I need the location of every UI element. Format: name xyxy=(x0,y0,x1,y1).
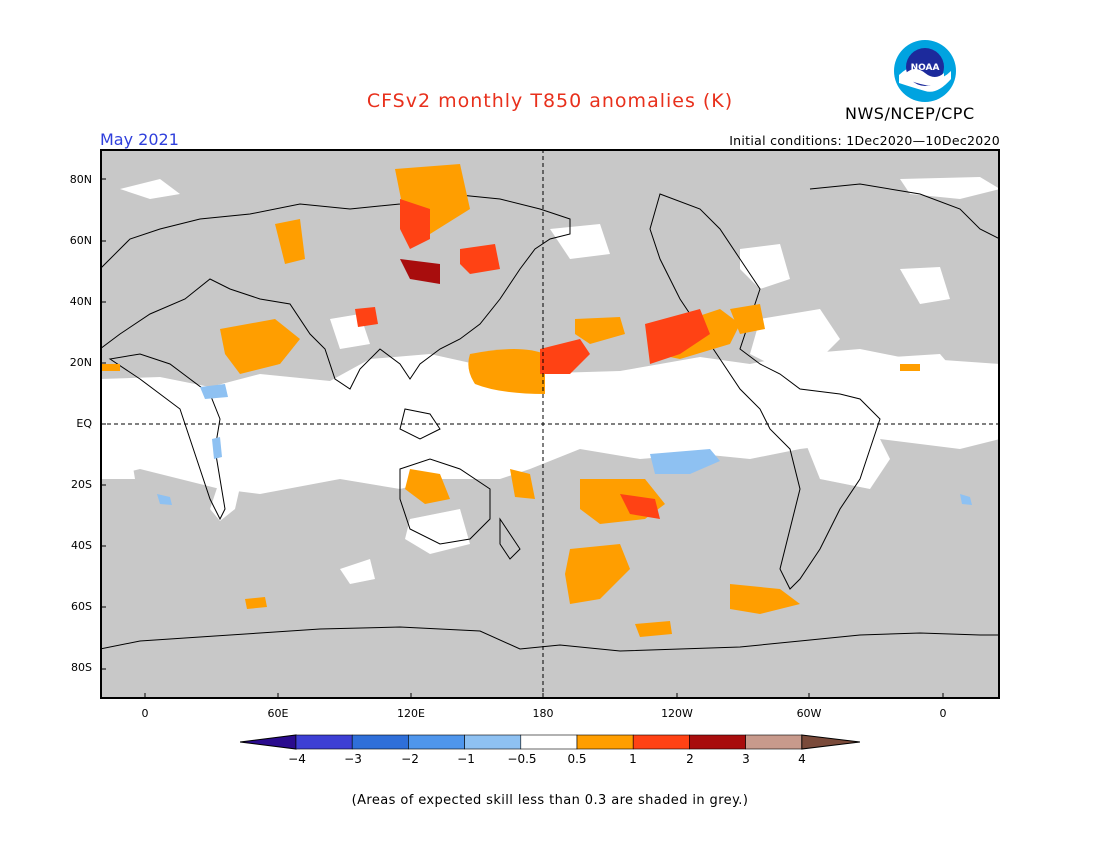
footnote: (Areas of expected skill less than 0.3 a… xyxy=(351,793,749,808)
lat-label-40s: 40S xyxy=(71,539,92,552)
colorbar-segment xyxy=(576,734,634,750)
lon-label-120e: 120E xyxy=(397,707,425,720)
lon-label-60w: 60W xyxy=(796,707,822,720)
colorbar-segment xyxy=(632,734,690,750)
colorbar-segment xyxy=(520,734,578,750)
colorbar-label: 1 xyxy=(629,752,637,766)
colorbar-label: −4 xyxy=(288,752,306,766)
map-frame xyxy=(100,149,1000,699)
colorbar-arrow-left xyxy=(240,734,297,750)
colorbar-label: 0.5 xyxy=(567,752,587,766)
colorbar-label: −3 xyxy=(344,752,362,766)
lat-label-60n: 60N xyxy=(69,234,92,247)
lat-label-60s: 60S xyxy=(71,600,92,613)
lat-label-40n: 40N xyxy=(69,295,92,308)
lat-label-80s: 80S xyxy=(71,661,92,674)
noaa-logo-text: NOAA xyxy=(911,63,940,73)
colorbar-segment xyxy=(408,734,465,750)
colorbar-arrow-right xyxy=(801,734,860,750)
colorbar xyxy=(240,734,860,750)
colorbar-label: 3 xyxy=(742,752,750,766)
lon-label-120w: 120W xyxy=(661,707,693,720)
colorbar-label: −0.5 xyxy=(507,752,537,766)
forecast-period: May 2021 xyxy=(100,130,179,149)
noaa-logo-icon: NOAA xyxy=(894,40,956,102)
chart-title: CFSv2 monthly T850 anomalies (K) xyxy=(366,90,734,112)
initial-conditions: Initial conditions: 1Dec2020—10Dec2020 xyxy=(729,133,1000,148)
colorbar-segment xyxy=(351,734,409,750)
colorbar-label: 4 xyxy=(798,752,806,766)
colorbar-segment xyxy=(295,734,353,750)
lon-label-0: 0 xyxy=(141,707,149,720)
lat-label-20s: 20S xyxy=(71,478,92,491)
anomaly-0.5-1 xyxy=(100,164,920,637)
lon-label-180: 180 xyxy=(532,707,554,720)
anomaly-2-3 xyxy=(400,259,440,284)
colorbar-label: −2 xyxy=(401,752,419,766)
lon-label-60e: 60E xyxy=(267,707,289,720)
colorbar-segment xyxy=(689,734,746,750)
lat-label-eq: EQ xyxy=(76,417,92,430)
skill-regions xyxy=(100,177,1000,584)
colorbar-label: 2 xyxy=(686,752,694,766)
lat-label-80n: 80N xyxy=(69,173,92,186)
anomaly-neg1-neg0.5 xyxy=(157,384,972,505)
anomaly-1-2 xyxy=(355,199,710,519)
colorbar-segment xyxy=(745,734,803,750)
agency-label: NWS/NCEP/CPC xyxy=(845,104,975,123)
lat-label-20n: 20N xyxy=(69,356,92,369)
lon-label-0-east: 0 xyxy=(939,707,947,720)
anomaly-map xyxy=(100,149,1000,699)
colorbar-label: −1 xyxy=(457,752,475,766)
colorbar-segment xyxy=(464,734,522,750)
colorbar-segments xyxy=(240,734,860,750)
